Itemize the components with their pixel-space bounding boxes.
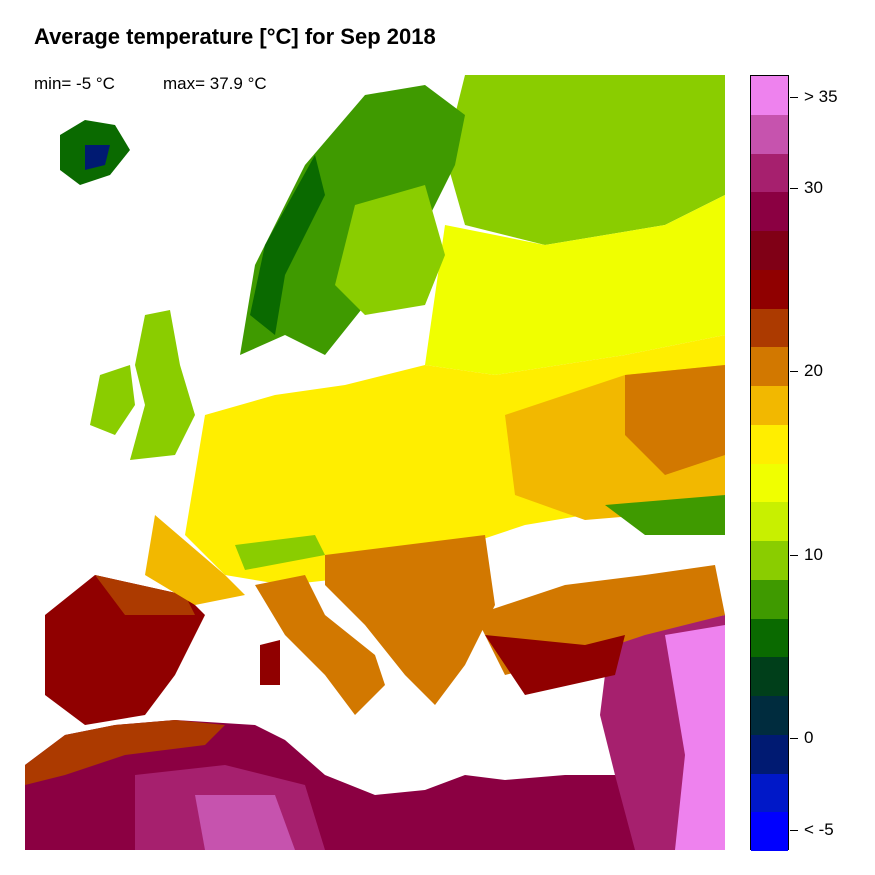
balkans — [325, 535, 495, 705]
norway-mountains — [250, 155, 325, 335]
colorbar-bin — [751, 618, 788, 658]
colorbar-tick-label: > 35 — [804, 87, 838, 106]
colorbar-bin — [751, 386, 788, 425]
min-value: min= -5 °C — [34, 74, 115, 93]
colorbar-tick-label: 30 — [804, 177, 823, 197]
colorbar-tick — [790, 738, 798, 739]
temperature-map — [25, 75, 725, 850]
colorbar-tick-label: 20 — [804, 361, 823, 380]
max-value: max= 37.9 °C — [163, 74, 267, 93]
sicily-sardinia — [260, 640, 280, 685]
colorbar-bin — [751, 424, 788, 464]
ireland — [90, 365, 135, 435]
colorbar-bin — [751, 76, 788, 115]
great-britain — [130, 310, 195, 460]
colorbar-bin — [751, 153, 788, 193]
colorbar-bin — [751, 347, 788, 386]
colorbar-bin — [751, 231, 788, 270]
colorbar-bin — [751, 734, 788, 774]
colorbar — [750, 75, 789, 851]
maghreb-coast — [25, 720, 225, 785]
colorbar-bin — [751, 657, 788, 696]
colorbar-tick — [790, 371, 798, 372]
colorbar-tick — [790, 830, 798, 831]
iceland-interior — [85, 145, 110, 170]
anatolia-coast — [485, 635, 625, 695]
colorbar-tick — [790, 97, 798, 98]
caspian-steppe — [625, 365, 725, 475]
russia-mid — [425, 195, 725, 375]
colorbar-bin — [751, 114, 788, 154]
russia-north — [445, 75, 725, 245]
colorbar-tick-label: 10 — [804, 544, 823, 564]
alps-cool — [235, 535, 325, 570]
sahara-hottest-region — [195, 795, 295, 850]
italy — [255, 575, 385, 715]
colorbar-bin — [751, 812, 788, 851]
colorbar-bin — [751, 541, 788, 580]
colorbar-bin — [751, 308, 788, 348]
finland-sweden-south — [335, 185, 445, 315]
colorbar-bin — [751, 192, 788, 231]
colorbar-bin — [751, 696, 788, 735]
caucasus — [605, 495, 725, 535]
southern-france — [145, 515, 245, 605]
colorbar-bin — [751, 463, 788, 503]
colorbar-tick — [790, 554, 798, 556]
colorbar-bin — [751, 502, 788, 541]
map-title: Average temperature [°C] for Sep 2018 — [34, 24, 436, 49]
colorbar-tick-label: < -5 — [804, 820, 834, 839]
colorbar-bin — [751, 269, 788, 309]
arabia-hottest — [665, 625, 725, 850]
colorbar-bin — [751, 773, 788, 813]
iberia-coast — [95, 575, 195, 615]
colorbar-tick-label: 0 — [804, 728, 814, 747]
colorbar-bin — [751, 579, 788, 619]
colorbar-tick — [790, 187, 798, 189]
